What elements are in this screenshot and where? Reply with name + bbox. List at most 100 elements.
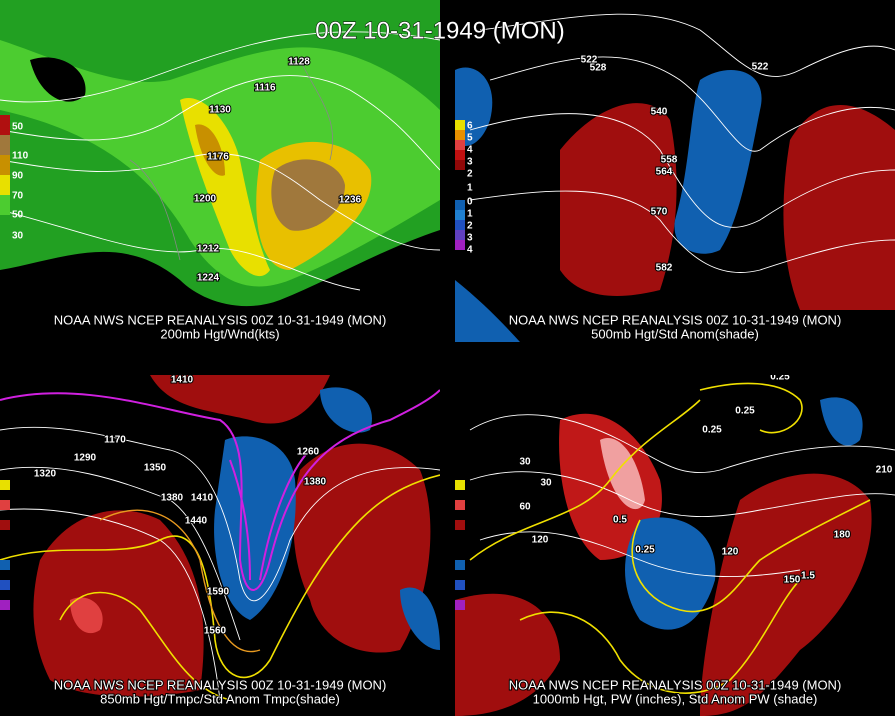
- legend-swatch: [455, 130, 465, 140]
- contour-label: 1260: [297, 447, 320, 458]
- temp-contour: [59, 591, 231, 701]
- legend-label: 6: [467, 121, 473, 132]
- contour-label: 1410: [191, 493, 214, 504]
- legend-swatch: [0, 520, 10, 530]
- contour-label: 582: [656, 263, 673, 274]
- caption: 1000mb Hgt, PW (inches), Std Anom PW (sh…: [533, 691, 818, 706]
- legend-swatch: [455, 480, 465, 490]
- caption: NOAA NWS NCEP REANALYSIS 00Z 10-31-1949 …: [54, 677, 387, 692]
- contour-label: 558: [661, 155, 678, 166]
- contour: [489, 56, 895, 152]
- contour-label: 1380: [304, 477, 327, 488]
- contour-label: 120: [532, 535, 549, 546]
- legend-label: 5: [467, 133, 473, 144]
- legend-label: 1: [467, 183, 473, 194]
- contour: [0, 75, 440, 171]
- contour-label: 564: [656, 167, 673, 178]
- contour-label: 1560: [204, 626, 227, 637]
- legend-swatch: [455, 120, 465, 130]
- legend-swatch: [455, 200, 465, 210]
- contour-label: 1176: [207, 152, 229, 163]
- contour: [0, 209, 361, 291]
- temp-contour: [0, 474, 440, 679]
- contour-label: 570: [651, 207, 668, 218]
- contour-label: 30: [540, 478, 552, 489]
- legend-swatch: [455, 210, 465, 220]
- anomaly-shade: [560, 103, 677, 296]
- contour-label: 1128: [288, 57, 310, 68]
- anomaly-shade: [600, 438, 645, 510]
- legend-label: 4: [467, 245, 473, 256]
- legend-swatch: [455, 220, 465, 230]
- legend-swatch: [0, 115, 10, 135]
- contour-label: 522: [752, 62, 769, 73]
- legend-label: 3: [467, 233, 473, 244]
- contour: [469, 414, 895, 474]
- contour-label: 1320: [34, 469, 57, 480]
- panel-500mb: 6 5 4 3 2 1 0 1 2 3 4 522 528 540 558 56…: [455, 0, 895, 342]
- legend-label: 90: [12, 171, 24, 182]
- legend-label: 30: [12, 231, 24, 242]
- contour-label: 1236: [339, 195, 362, 206]
- main-title: 00Z 10-31-1949 (MON): [315, 17, 564, 44]
- contour-label: 150: [784, 575, 801, 586]
- contour-label: 120: [722, 547, 739, 558]
- contour-label: 1440: [185, 516, 208, 527]
- caption: NOAA NWS NCEP REANALYSIS 00Z 10-31-1949 …: [509, 677, 842, 692]
- temp-contour: [229, 449, 311, 581]
- legend-label: 70: [12, 191, 24, 202]
- contour: [0, 466, 241, 641]
- caption: NOAA NWS NCEP REANALYSIS 00Z 10-31-1949 …: [509, 312, 842, 327]
- contour-label: 1224: [197, 273, 220, 284]
- panel-200mb: 50 110 90 70 50 30 1128 1116 1130 1176 1…: [0, 0, 440, 342]
- caption: 500mb Hgt/Std Anom(shade): [591, 326, 759, 341]
- contour-label: 528: [590, 63, 607, 74]
- contour-label: 0.25: [702, 425, 722, 436]
- contour-label: 0.5: [613, 515, 627, 526]
- wind-shade: [195, 124, 225, 176]
- anomaly-shade: [320, 387, 372, 433]
- legend-label: 1: [467, 209, 473, 220]
- temp-contour: [99, 509, 261, 653]
- anomaly-shade: [33, 510, 204, 697]
- contour-label: 1170: [104, 435, 126, 446]
- anomaly-shade: [293, 443, 431, 653]
- contour-label: 210: [876, 465, 893, 476]
- calm-area: [30, 57, 86, 102]
- contour: [0, 31, 440, 103]
- pw-contour: [469, 399, 871, 613]
- contour-label: 1116: [254, 83, 276, 94]
- coastline: [129, 59, 334, 261]
- anomaly-shade: [400, 587, 440, 650]
- legend-swatch: [455, 240, 465, 250]
- anomaly-shade: [625, 517, 716, 630]
- anomaly-shade: [150, 375, 330, 424]
- legend-swatch: [455, 600, 465, 610]
- legend-label: 50: [12, 122, 24, 133]
- legend-label: 50: [12, 210, 24, 221]
- contour-label: 1130: [209, 105, 231, 116]
- contour: [469, 471, 895, 518]
- contour-label: 0.25: [635, 545, 655, 556]
- anomaly-shade: [455, 280, 520, 342]
- pw-contour: [699, 382, 803, 434]
- legend-label: 4: [467, 145, 473, 156]
- legend-swatch: [455, 160, 465, 170]
- contour-label: 1380: [161, 493, 184, 504]
- contour-label: 1.5: [801, 571, 815, 582]
- legend-label: 2: [467, 221, 473, 232]
- anomaly-shade: [700, 473, 872, 716]
- contour-label: 1410: [171, 375, 194, 386]
- contour-label: 60: [519, 502, 531, 513]
- contour-label: 1212: [197, 244, 220, 255]
- wind-shade: [271, 159, 345, 231]
- anomaly-shade: [455, 593, 560, 716]
- legend-swatch: [0, 135, 10, 155]
- contour: [0, 153, 440, 251]
- temp-contour: [0, 389, 440, 591]
- anomaly-shade: [674, 70, 762, 254]
- legend-swatch: [455, 230, 465, 240]
- caption: 850mb Hgt/Tmpc/Std Anom Tmpc(shade): [100, 691, 340, 706]
- contour-label: 522: [581, 55, 598, 66]
